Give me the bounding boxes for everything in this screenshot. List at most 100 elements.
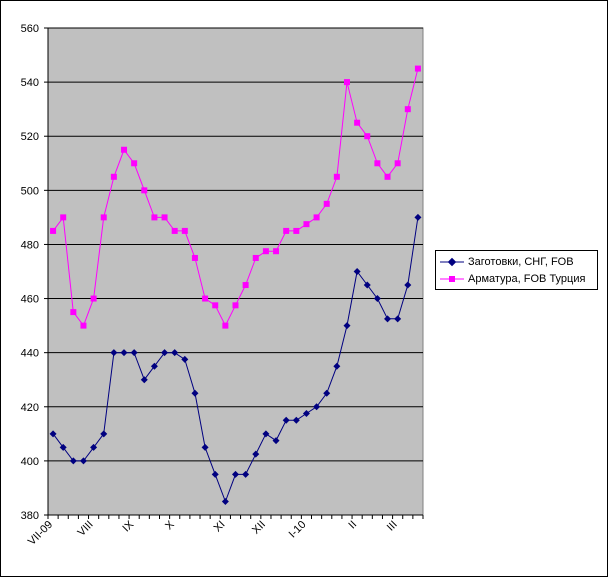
series-1-point xyxy=(110,349,118,357)
series-2-point xyxy=(303,221,310,228)
series-2-point xyxy=(364,133,371,140)
series-2-point xyxy=(273,248,280,255)
series-1-point xyxy=(191,389,199,397)
series-1-point xyxy=(49,430,57,438)
series-1-point xyxy=(90,443,98,451)
series-1-point xyxy=(161,349,169,357)
series-2-point xyxy=(414,65,421,72)
series-2-point xyxy=(110,173,117,180)
series-1-point xyxy=(363,281,371,289)
series-2-point xyxy=(374,160,381,167)
y-tick-label: 540 xyxy=(21,77,39,89)
series-1-point xyxy=(384,315,392,323)
series-1-point xyxy=(221,497,229,505)
series-2-point xyxy=(151,214,158,221)
series-1-point xyxy=(140,376,148,384)
series-2-point xyxy=(141,187,148,194)
series-1-point xyxy=(272,437,280,445)
series-2-point xyxy=(202,295,209,302)
series-2-point xyxy=(80,322,87,329)
series-1-point xyxy=(69,457,77,465)
series-1-point xyxy=(394,315,402,323)
y-tick-label: 500 xyxy=(21,185,39,197)
series-1-point xyxy=(242,470,250,478)
series-2-point xyxy=(212,302,219,309)
series-2-point xyxy=(232,302,239,309)
series-1-point xyxy=(313,403,321,411)
series-1-point xyxy=(404,281,412,289)
series-2-point xyxy=(242,282,249,289)
series-1-point xyxy=(343,322,351,330)
series-1-point xyxy=(100,430,108,438)
legend-item-series-2: Арматура, FOB Турция xyxy=(440,271,585,287)
series-1-point xyxy=(232,470,239,478)
y-tick-label: 420 xyxy=(21,402,39,414)
series-1-point xyxy=(282,416,290,424)
legend-swatch-series-2 xyxy=(440,276,464,282)
series-1-point xyxy=(211,470,219,478)
series-2-point xyxy=(222,322,229,329)
series-1-point xyxy=(373,295,381,303)
y-tick-label: 400 xyxy=(21,456,39,468)
series-1-point xyxy=(302,410,310,418)
y-tick-label: 460 xyxy=(21,294,39,306)
y-tick-label: 380 xyxy=(21,510,39,522)
series-1-point xyxy=(181,355,189,363)
series-2-point xyxy=(394,160,401,167)
series-2-point xyxy=(313,214,320,221)
legend-label-series-1: Заготовки, СНГ, FOB xyxy=(468,256,574,268)
chart-legend: Заготовки, СНГ, FOB Арматура, FOB Турция xyxy=(435,250,598,290)
series-2-point xyxy=(131,160,138,167)
series-1-point xyxy=(120,349,128,357)
series-2-point xyxy=(100,214,107,221)
series-2-point xyxy=(354,119,361,126)
series-2-point xyxy=(323,200,330,207)
series-2-point xyxy=(50,227,57,234)
series-1-point xyxy=(150,362,158,370)
x-tick-label: I-10 xyxy=(287,519,309,541)
series-1-point xyxy=(201,443,209,451)
series-2-point xyxy=(252,254,259,261)
legend-label-series-2: Арматура, FOB Турция xyxy=(468,273,586,285)
series-1-point xyxy=(292,416,300,424)
series-2-point xyxy=(343,79,350,86)
series-2-point xyxy=(121,146,128,153)
series-2-point xyxy=(90,295,97,302)
series-2-point xyxy=(293,227,300,234)
series-1-point xyxy=(333,362,341,370)
x-tick-label: XI xyxy=(212,519,228,535)
x-tick-label: X xyxy=(163,518,177,532)
series-2-point xyxy=(191,254,198,261)
series-2-point xyxy=(262,248,269,255)
x-tick-label: XII xyxy=(250,519,268,537)
x-tick-label: III xyxy=(385,519,400,534)
series-1-point xyxy=(353,268,361,275)
series-2-point xyxy=(404,106,411,113)
legend-item-series-1: Заготовки, СНГ, FOB xyxy=(440,254,574,270)
series-2-point xyxy=(171,227,178,234)
y-tick-label: 520 xyxy=(21,131,39,143)
series-1-point xyxy=(323,389,331,397)
series-1-point xyxy=(79,457,87,465)
x-tick-label: VII-09 xyxy=(26,519,55,548)
series-1-point xyxy=(252,450,260,458)
series-2-point xyxy=(60,214,67,221)
series-2-point xyxy=(283,227,290,234)
series-1-point xyxy=(130,349,138,357)
series-2-point xyxy=(161,214,168,221)
series-1-point xyxy=(414,213,422,221)
series-2-point xyxy=(384,173,391,180)
x-tick-label: II xyxy=(346,519,359,532)
plot-area xyxy=(47,27,424,516)
y-tick-label: 480 xyxy=(21,239,39,251)
x-tick-label: IX xyxy=(120,518,136,534)
series-1-point xyxy=(262,430,270,438)
series-2-point xyxy=(70,309,77,316)
y-tick-label: 440 xyxy=(21,348,39,360)
series-2-point xyxy=(333,173,340,180)
series-2-point xyxy=(181,227,188,234)
y-tick-label: 560 xyxy=(21,23,39,35)
x-tick-label: VIII xyxy=(76,519,96,539)
series-1-point xyxy=(171,349,179,357)
